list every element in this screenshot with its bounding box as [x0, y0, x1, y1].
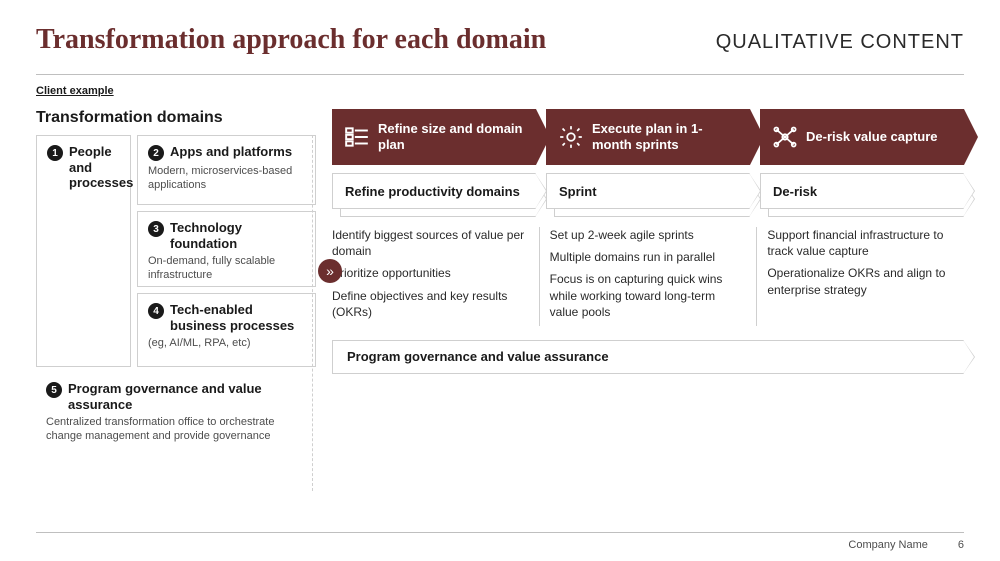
gear-icon	[558, 124, 584, 150]
bullet-col-3: Support financial infrastructure to trac…	[756, 227, 964, 326]
bullet-col-2: Set up 2-week agile sprints Multiple dom…	[539, 227, 747, 326]
domains-heading: Transformation domains	[36, 109, 316, 127]
network-icon	[772, 124, 798, 150]
subphase-row: Refine productivity domains Sprint De-ri…	[332, 173, 964, 217]
domain-box-3: 3 Technology foundation On-demand, fully…	[137, 211, 316, 287]
domain-badge-3: 3	[148, 221, 164, 237]
bullet: Set up 2-week agile sprints	[550, 227, 747, 243]
domain-title-3: Technology foundation	[170, 220, 305, 251]
domain-stack: 2 Apps and platforms Modern, microservic…	[137, 135, 316, 367]
bullet: Multiple domains run in parallel	[550, 249, 747, 265]
bullets-row: Identify biggest sources of value per do…	[332, 227, 964, 326]
domain-desc-2: Modern, microservices-based applications	[148, 165, 305, 193]
right-column: Refine size and domain plan Execute plan…	[332, 109, 964, 448]
bullet: Identify biggest sources of value per do…	[332, 227, 529, 259]
subphase-label-1: Refine productivity domains	[345, 184, 520, 199]
governance-bar: Program governance and value assurance	[332, 340, 964, 374]
chevron-glyph: »	[326, 263, 334, 279]
governance-label: Program governance and value assurance	[347, 349, 609, 364]
domain-badge-5: 5	[46, 382, 62, 398]
slide: Transformation approach for each domain …	[0, 0, 1000, 448]
slide-title: Transformation approach for each domain	[36, 24, 546, 56]
footer: Company Name 6	[36, 532, 964, 551]
chevron-connector-icon: »	[318, 259, 342, 283]
client-example-label: Client example	[36, 85, 114, 97]
header: Transformation approach for each domain …	[36, 24, 964, 56]
domain-box-1: 1 People and processes	[36, 135, 131, 367]
subphase-2: Sprint	[546, 173, 750, 217]
phase-banner-3: De-risk value capture	[760, 109, 964, 165]
divider-line	[36, 74, 964, 75]
domain-title-2: Apps and platforms	[170, 144, 292, 160]
domain-box-4: 4 Tech-enabled business processes (eg, A…	[137, 293, 316, 367]
phase-banner-2: Execute plan in 1-month sprints	[546, 109, 750, 165]
bullet-col-1: Identify biggest sources of value per do…	[332, 227, 529, 326]
bullet: Operationalize OKRs and align to enterpr…	[767, 265, 964, 297]
subphase-label-2: Sprint	[559, 184, 597, 199]
domain-title-1: People and processes	[69, 144, 133, 191]
bullet: Focus is on capturing quick wins while w…	[550, 271, 747, 320]
slide-subtitle: QUALITATIVE CONTENT	[716, 31, 964, 54]
domain-desc-4: (eg, AI/ML, RPA, etc)	[148, 337, 305, 351]
left-column: Transformation domains 1 People and proc…	[36, 109, 316, 448]
subphase-1: Refine productivity domains	[332, 173, 536, 217]
phase-banners: Refine size and domain plan Execute plan…	[332, 109, 964, 165]
domain-badge-4: 4	[148, 303, 164, 319]
page-number: 6	[958, 539, 964, 551]
subphase-3: De-risk	[760, 173, 964, 217]
domain-badge-2: 2	[148, 145, 164, 161]
bullet: Define objectives and key results (OKRs)	[332, 288, 529, 320]
company-name: Company Name	[848, 539, 927, 551]
domain-desc-5: Centralized transformation office to orc…	[46, 416, 306, 444]
domain-box-5: 5 Program governance and value assurance…	[36, 373, 316, 448]
vertical-dashed-line	[312, 135, 313, 491]
bullet: Support financial infrastructure to trac…	[767, 227, 964, 259]
phase-title-1: Refine size and domain plan	[378, 121, 526, 152]
domains-top-row: 1 People and processes 2 Apps and platfo…	[36, 135, 316, 367]
subphase-label-3: De-risk	[773, 184, 817, 199]
bullet: Prioritize opportunities	[332, 265, 529, 281]
phase-title-3: De-risk value capture	[806, 129, 938, 145]
domain-title-5: Program governance and value assurance	[68, 381, 306, 412]
phase-title-2: Execute plan in 1-month sprints	[592, 121, 740, 152]
domain-title-4: Tech-enabled business processes	[170, 302, 305, 333]
phase-banner-1: Refine size and domain plan	[332, 109, 536, 165]
content-columns: Transformation domains 1 People and proc…	[36, 109, 964, 448]
domain-box-2: 2 Apps and platforms Modern, microservic…	[137, 135, 316, 205]
list-icon	[344, 124, 370, 150]
domain-desc-3: On-demand, fully scalable infrastructure	[148, 255, 305, 283]
domain-badge-1: 1	[47, 145, 63, 161]
